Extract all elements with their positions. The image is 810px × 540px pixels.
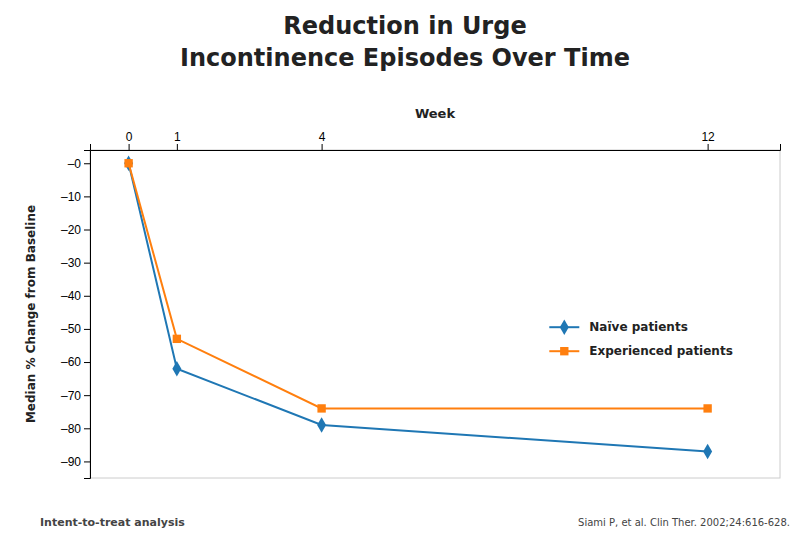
y-axis-title: Median % Change from Baseline (24, 205, 38, 423)
annotation: Intent-to-treat analysis (40, 516, 185, 529)
y-tick: –10 (61, 190, 90, 204)
y-tick: –80 (61, 422, 90, 436)
y-tick-label: –80 (61, 422, 81, 436)
legend-label: Naïve patients (589, 320, 688, 334)
y-tick-label: –50 (61, 322, 81, 336)
subtitle: Incontinence Episodes Over Time (180, 44, 630, 72)
y-tick-label: –40 (61, 289, 81, 303)
y-tick: –20 (61, 223, 90, 237)
y-tick: –60 (61, 355, 90, 369)
y-tick-mark (84, 362, 90, 363)
x-tick: 12 (701, 130, 715, 150)
series-line (129, 163, 708, 408)
x-tick-label: 0 (126, 130, 133, 144)
x-tick: 1 (174, 130, 181, 150)
annotation: Siami P, et al. Clin Ther. 2002;24:616-6… (578, 517, 790, 528)
series-point (172, 361, 181, 377)
y-tick-label: –10 (61, 190, 81, 204)
legend: Naïve patients Experienced patients (549, 319, 733, 358)
x-axis-title: Week (415, 106, 456, 121)
title: Reduction in Urge (283, 12, 526, 40)
y-tick-label: –20 (61, 223, 81, 237)
x-axis-line (91, 144, 781, 151)
x-tick-mark (129, 144, 130, 150)
y-tick: –70 (61, 389, 90, 403)
y-tick-mark (84, 296, 90, 297)
y-tick-label: –90 (61, 455, 81, 469)
y-tick-label: –70 (61, 389, 81, 403)
y-tick: –30 (61, 256, 90, 270)
y-tick: –0 (68, 157, 90, 171)
y-tick-mark (84, 329, 90, 330)
series-point (703, 404, 711, 412)
series-point (317, 417, 326, 433)
y-tick: –90 (61, 455, 90, 469)
y-tick-mark (84, 428, 90, 429)
y-tick-mark (84, 395, 90, 396)
series-point (173, 335, 181, 343)
legend-symbol (560, 347, 568, 355)
x-tick: 4 (319, 130, 326, 150)
x-axis: 0 1 4 12 (91, 130, 781, 151)
legend-item: Experienced patients (549, 344, 733, 358)
y-tick-label: –60 (61, 355, 81, 369)
x-tick-label: 12 (701, 130, 715, 144)
series-line (129, 163, 708, 451)
y-tick-mark (84, 230, 90, 231)
chart: Reduction in Urge Incontinence Episodes O… (0, 0, 810, 540)
x-tick-mark (708, 144, 709, 150)
y-tick-label: –30 (61, 256, 81, 270)
y-axis-line (84, 151, 91, 479)
x-tick-label: 1 (174, 130, 181, 144)
y-tick-mark (84, 163, 90, 164)
y-axis: –0 –10 –20 –30 –40 –50 –60 –70 –80 –90 (61, 151, 91, 479)
series-point (124, 159, 132, 167)
legend-symbol (560, 319, 569, 335)
series-point (124, 155, 133, 171)
series-point (317, 404, 325, 412)
y-tick-mark (84, 263, 90, 264)
x-tick-mark (322, 144, 323, 150)
y-tick: –40 (61, 289, 90, 303)
legend-item: Naïve patients (549, 319, 688, 335)
plot: 0 1 4 12 –0 –10 –20 –30 –40 –50 –60 –70 –80 –90 Naïve … (61, 130, 781, 479)
x-tick-mark (177, 144, 178, 150)
y-tick: –50 (61, 322, 90, 336)
y-tick-label: –0 (68, 157, 82, 171)
x-tick: 0 (126, 130, 133, 150)
y-tick-mark (84, 196, 90, 197)
y-tick-mark (84, 461, 90, 462)
marks (124, 155, 712, 459)
legend-label: Experienced patients (589, 344, 733, 358)
series-point (703, 444, 712, 460)
x-tick-label: 4 (319, 130, 326, 144)
plot-frame (90, 150, 780, 478)
